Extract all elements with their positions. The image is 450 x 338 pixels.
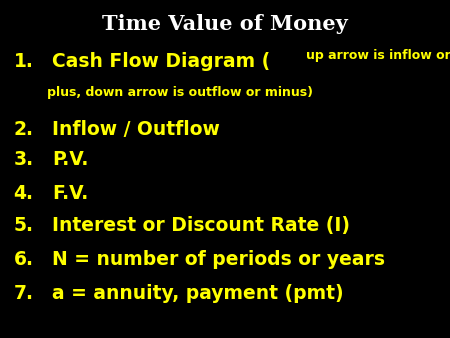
Text: 4.: 4. bbox=[14, 184, 33, 203]
Text: Interest or Discount Rate (I): Interest or Discount Rate (I) bbox=[52, 216, 350, 235]
Text: up arrow is inflow or: up arrow is inflow or bbox=[306, 49, 450, 62]
Text: Time Value of Money: Time Value of Money bbox=[102, 14, 348, 33]
Text: plus, down arrow is outflow or minus): plus, down arrow is outflow or minus) bbox=[34, 86, 313, 99]
Text: 6.: 6. bbox=[14, 250, 33, 269]
Text: Cash Flow Diagram (: Cash Flow Diagram ( bbox=[52, 52, 270, 71]
Text: Inflow / Outflow: Inflow / Outflow bbox=[52, 120, 220, 139]
Text: P.V.: P.V. bbox=[52, 150, 88, 169]
Text: 1.: 1. bbox=[14, 52, 33, 71]
Text: 3.: 3. bbox=[14, 150, 34, 169]
Text: N = number of periods or years: N = number of periods or years bbox=[52, 250, 385, 269]
Text: 2.: 2. bbox=[14, 120, 33, 139]
Text: F.V.: F.V. bbox=[52, 184, 88, 203]
Text: 5.: 5. bbox=[14, 216, 33, 235]
Text: 7.: 7. bbox=[14, 284, 33, 303]
Text: a = annuity, payment (pmt): a = annuity, payment (pmt) bbox=[52, 284, 343, 303]
